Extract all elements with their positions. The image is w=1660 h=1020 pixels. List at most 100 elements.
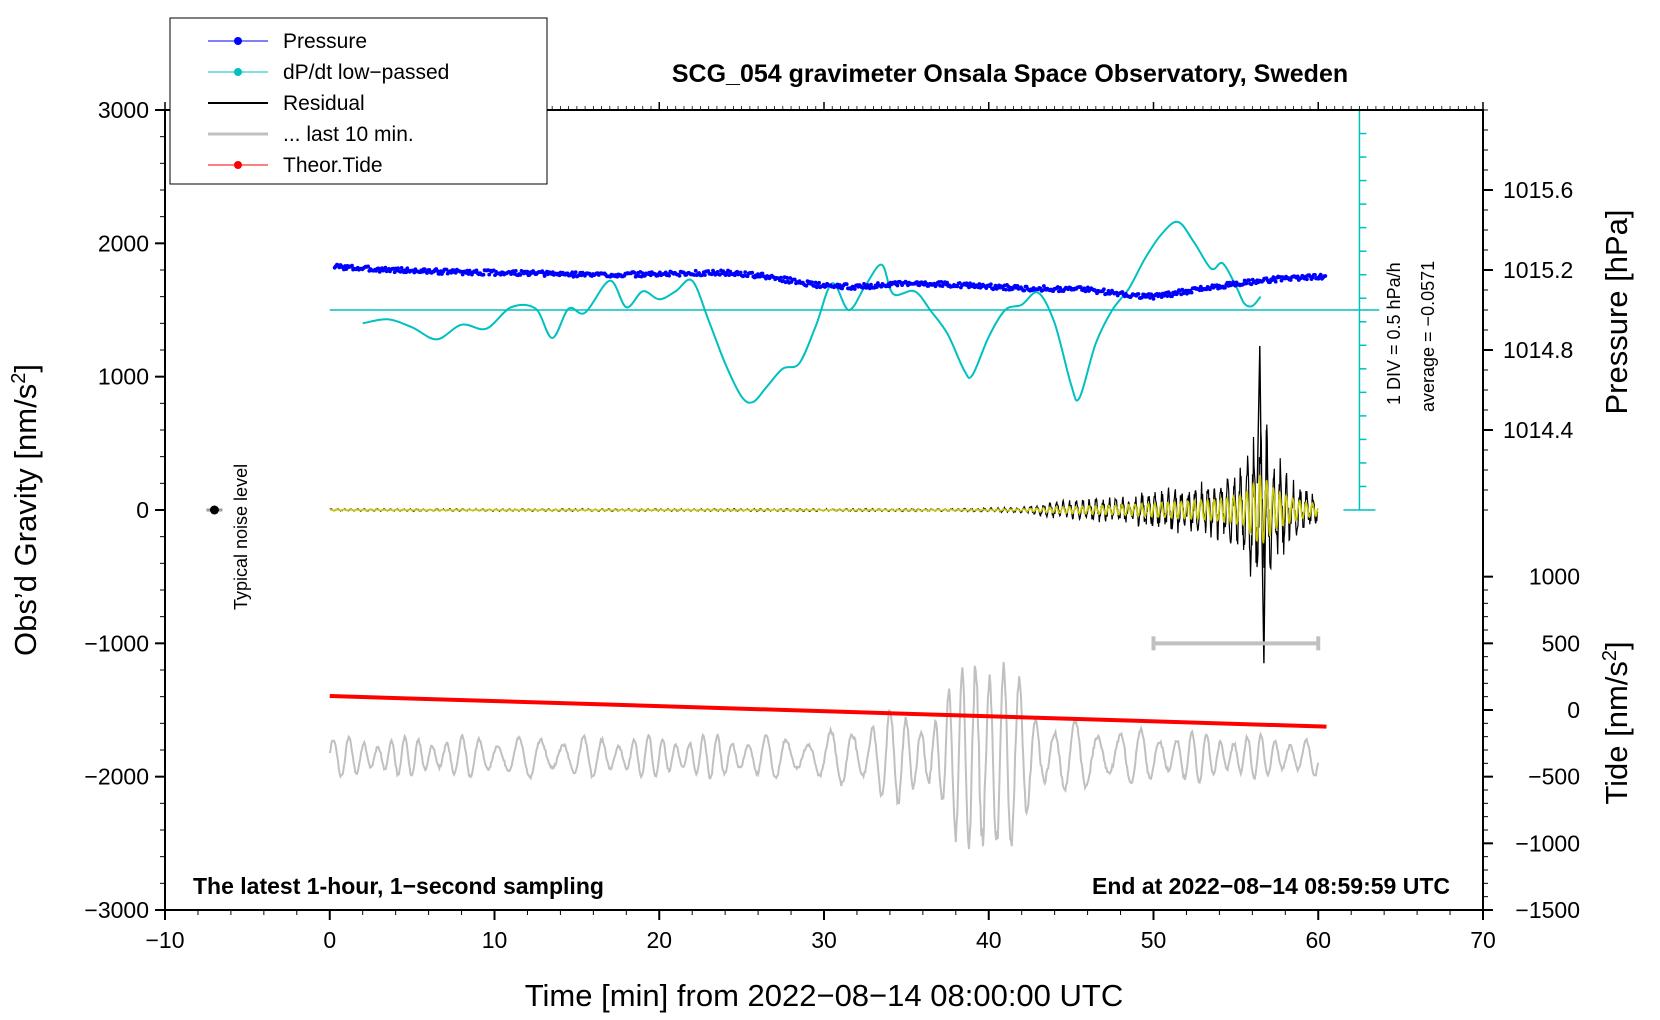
- dpdt-line: [362, 220, 1262, 404]
- pressure-point: [869, 282, 873, 287]
- y-tick-label: 1000: [98, 364, 149, 390]
- last-10-min-line: [328, 661, 1320, 850]
- pressure-point: [366, 264, 370, 269]
- pressure-point: [667, 273, 671, 278]
- pressure-point: [1102, 287, 1106, 292]
- x-tick-label: 60: [1305, 927, 1331, 953]
- noise-level-label: Typical noise level: [231, 464, 251, 610]
- y-axis-label-tide-main: Tide [nm/s: [1599, 661, 1634, 805]
- pressure-point: [513, 269, 518, 273]
- pressure-point: [1148, 296, 1152, 300]
- pressure-point: [784, 275, 789, 280]
- pressure-point: [383, 265, 388, 270]
- pressure-point: [1058, 285, 1062, 290]
- y-axis-label-left-end: ]: [8, 364, 43, 373]
- data-layer: [206, 110, 1380, 850]
- pressure-point: [895, 283, 900, 288]
- pressure-point: [1245, 281, 1249, 285]
- y-axis-label-tide: Tide [nm/s2]: [1599, 641, 1634, 804]
- pressure-point: [693, 268, 698, 273]
- pressure-point: [487, 272, 492, 277]
- noise-marker-dot: [209, 505, 219, 515]
- ticks-layer: −10 0 10 20 30 40 50 60 70 3000 2000 1000 0 −1000 −200…: [84, 97, 1580, 953]
- pressure-point: [632, 270, 637, 275]
- residual-filtered-line: [329, 474, 1319, 544]
- pressure-point: [915, 280, 919, 284]
- pressure-point: [1198, 284, 1203, 289]
- pressure-point: [703, 273, 707, 277]
- pressure-point: [957, 281, 962, 285]
- pressure-point: [1004, 287, 1008, 292]
- dpdt-scale-label: 1 DIV = 0.5 hPa/h: [1384, 262, 1404, 405]
- y-tick-label: 0: [136, 497, 149, 523]
- pressure-point: [989, 282, 993, 287]
- pressure-point: [435, 269, 440, 273]
- chart-title: SCG_054 gravimeter Onsala Space Observat…: [672, 60, 1348, 88]
- pressure-point: [525, 269, 530, 274]
- y-axis-label-tide-sup: 2: [1599, 650, 1621, 661]
- x-tick-label: −10: [145, 927, 184, 953]
- pressure-point: [844, 282, 849, 287]
- residual-peak: [1256, 345, 1270, 664]
- pressure-point: [810, 280, 814, 285]
- pressure-point: [1151, 297, 1156, 301]
- pressure-point: [955, 284, 960, 289]
- pressure-point: [444, 267, 449, 272]
- y-axis-label-pressure: Pressure [hPa]: [1599, 209, 1634, 414]
- legend-swatch-marker: [234, 161, 242, 169]
- pressure-point: [1323, 274, 1328, 278]
- pressure-point: [852, 287, 857, 291]
- y-tick-label: 3000: [98, 97, 149, 123]
- y-tick-label: −3000: [84, 897, 149, 923]
- tide-tick-label: 0: [1567, 697, 1580, 723]
- x-tick-label: 30: [811, 927, 837, 953]
- pressure-point: [817, 280, 821, 285]
- pressure-point: [738, 270, 743, 275]
- legend-swatch-marker: [234, 68, 242, 76]
- pressure-point: [945, 280, 949, 285]
- pressure-point: [814, 285, 819, 290]
- pressure-tick-label: 1015.6: [1503, 177, 1573, 203]
- pressure-point: [1288, 278, 1293, 282]
- pressure-point: [792, 277, 797, 282]
- x-tick-label: 70: [1470, 927, 1496, 953]
- pressure-point: [1189, 290, 1194, 295]
- pressure-tick-label: 1015.2: [1503, 257, 1573, 283]
- y-axis-label-left-main: Obs’d Gravity [nm/s: [8, 384, 43, 656]
- dpdt-average-label: average = −0.0571: [1418, 261, 1438, 412]
- x-tick-label: 10: [482, 927, 508, 953]
- pressure-series: [332, 262, 1328, 301]
- pressure-tick-label: 1014.8: [1503, 337, 1573, 363]
- pressure-point: [1318, 272, 1323, 277]
- tide-tick-label: 500: [1542, 630, 1580, 656]
- tide-tick-label: 1000: [1529, 564, 1580, 590]
- pressure-point: [570, 270, 575, 275]
- x-tick-label: 0: [323, 927, 336, 953]
- tide-tick-label: −1500: [1515, 897, 1580, 923]
- theoretical-tide-line: [329, 694, 1327, 729]
- pressure-point: [760, 271, 765, 276]
- pressure-point: [1242, 278, 1247, 283]
- legend-label: ... last 10 min.: [283, 123, 414, 146]
- pressure-point: [1279, 278, 1284, 283]
- pressure-point: [518, 273, 523, 277]
- pressure-point: [804, 283, 809, 288]
- pressure-tick-label: 1014.4: [1503, 417, 1574, 443]
- residual-line: [329, 424, 1319, 577]
- tide-tick-label: −1000: [1515, 830, 1580, 856]
- pressure-point: [967, 285, 971, 290]
- pressure-point: [837, 283, 842, 287]
- pressure-point: [758, 274, 763, 279]
- x-tick-label: 50: [1141, 927, 1167, 953]
- pressure-point: [779, 275, 783, 280]
- tide-tick-label: −500: [1528, 764, 1580, 790]
- pressure-point: [861, 285, 865, 290]
- pressure-point: [1140, 295, 1144, 300]
- pressure-point: [977, 282, 982, 286]
- pressure-point: [1165, 294, 1170, 298]
- pressure-point: [1313, 273, 1317, 277]
- legend: Pressure dP/dt low−passed Residual ... last…: [169, 17, 548, 185]
- legend-box: [169, 17, 548, 185]
- pressure-point: [481, 272, 486, 277]
